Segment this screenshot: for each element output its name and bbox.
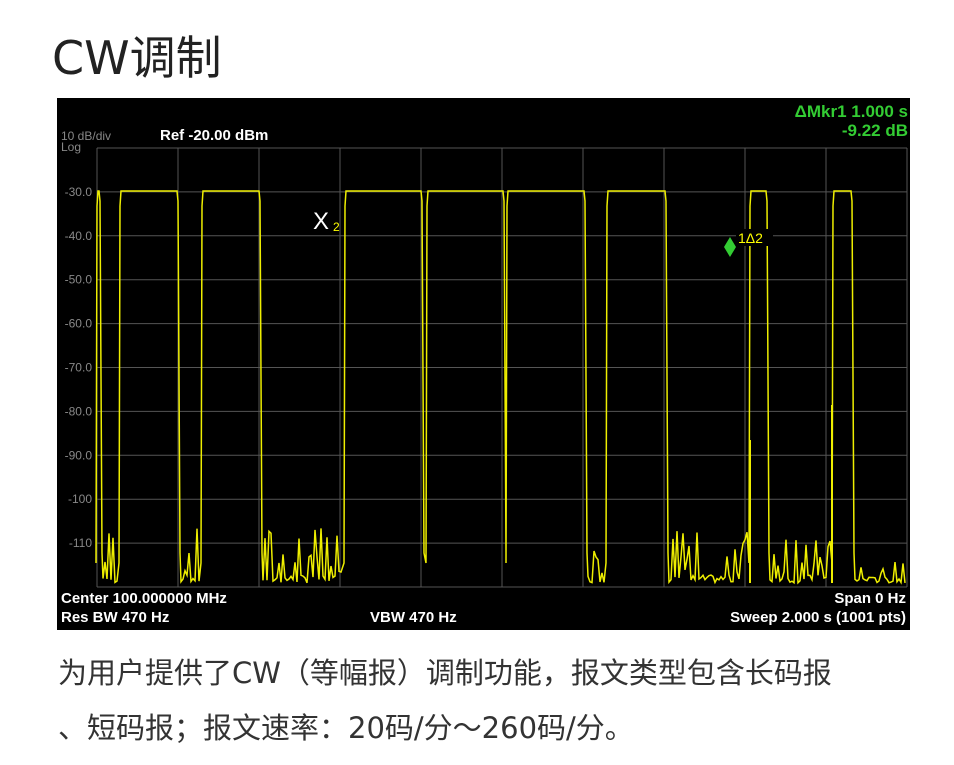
trace: [95, 190, 906, 585]
y-label: -50.0: [65, 273, 93, 287]
scale-type: Log: [61, 140, 81, 154]
vbw: VBW 470 Hz: [370, 609, 457, 626]
caption: 、短码报；报文速率：20码/分～260码/分。: [58, 711, 634, 745]
y-label: -110: [69, 536, 92, 550]
sweep: Sweep 2.000 s (1001 pts): [730, 609, 906, 626]
ref-level: Ref -20.00 dBm: [160, 127, 268, 144]
marker-delta: 1Δ2: [738, 230, 763, 246]
res-bw: Res BW 470 Hz: [61, 609, 169, 626]
marker-x-sub: 2: [333, 220, 340, 234]
marker-label-bg: [736, 229, 773, 246]
screen-bg: [57, 98, 910, 630]
y-label: -80.0: [65, 404, 93, 418]
scale: 10 dB/div: [61, 129, 111, 143]
marker-readout: -9.22 dB: [842, 121, 908, 140]
y-label: -70.0: [65, 361, 93, 375]
marker-readout: ΔMkr1 1.000 s: [795, 102, 908, 121]
span: Span 0 Hz: [834, 590, 906, 607]
trace-line: [95, 190, 906, 585]
title: CW调制: [52, 31, 222, 85]
y-label: -30.0: [65, 185, 93, 199]
marker-x: X: [313, 208, 329, 235]
delta-marker: [724, 237, 736, 257]
caption: 为用户提供了CW（等幅报）调制功能，报文类型包含长码报: [58, 656, 832, 690]
y-label: -40.0: [65, 229, 93, 243]
y-label: -60.0: [65, 317, 93, 331]
grid: -30.0 -40.0 -50.0 -60.0 -70.0 -80.0 -90.0 -100 -…: [65, 147, 908, 588]
y-label: -100: [68, 492, 92, 506]
center: Center 100.000000 MHz: [61, 590, 227, 607]
y-label: -90.0: [65, 448, 93, 462]
